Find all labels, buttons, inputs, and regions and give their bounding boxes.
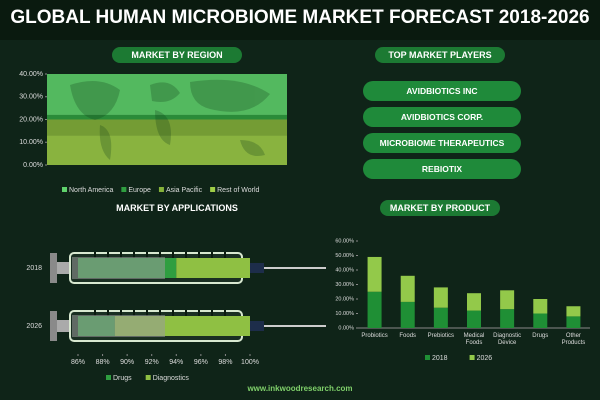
legend-swatch — [62, 187, 67, 192]
y-tick-label: 40.00% — [335, 267, 354, 273]
region-band — [47, 135, 287, 165]
x-tick-label: Other Products — [561, 333, 586, 346]
plunger-head — [72, 315, 165, 337]
legend-swatch — [106, 375, 111, 380]
x-tick-label: Diagnostic Device — [493, 333, 522, 346]
chart-title: MARKET BY APPLICATIONS — [116, 203, 238, 213]
category-label: 2018 — [26, 265, 42, 272]
plunger-rod — [57, 262, 72, 274]
map-decoration — [70, 79, 270, 160]
nozzle — [242, 321, 264, 331]
product-bar — [566, 316, 581, 328]
x-tick-label: Foods — [399, 333, 417, 339]
legend-swatch — [210, 187, 216, 192]
x-tick-label: Medical Foods — [463, 333, 485, 346]
y-tick-label: 0.00% — [23, 162, 43, 169]
region-band — [47, 114, 287, 120]
legend-label: Europe — [128, 187, 151, 194]
legend-label: 2018 — [432, 355, 448, 362]
legend-swatch — [121, 187, 127, 192]
legend-swatch — [469, 355, 475, 360]
players-title: TOP MARKET PLAYERS — [375, 47, 505, 63]
legend-label: North America — [69, 187, 113, 194]
x-tick-label: 94% — [169, 359, 183, 366]
product-bar — [566, 306, 581, 317]
product-bar — [433, 287, 448, 308]
product-bar — [533, 313, 548, 328]
y-tick-label: 40.00% — [19, 71, 43, 78]
y-tick-label: 30.00% — [335, 282, 354, 288]
y-tick-label: 10.00% — [19, 139, 43, 146]
nozzle — [242, 263, 264, 273]
legend-label: Asia Pacific — [166, 187, 203, 194]
y-tick-label: 60.00% — [335, 238, 354, 244]
player: REBIOTIX — [363, 159, 521, 179]
category-label: 2026 — [26, 323, 42, 330]
x-tick-label: Prebiotics — [427, 333, 455, 339]
x-tick-label: Drugs — [532, 333, 549, 339]
x-tick-label: 88% — [96, 359, 110, 366]
chart-title: MARKET BY PRODUCT — [380, 200, 500, 216]
product-bar — [367, 256, 382, 292]
legend-swatch — [425, 355, 430, 360]
x-tick-label: 92% — [145, 359, 159, 366]
legend-label: Drugs — [113, 375, 132, 382]
product-bar — [500, 290, 515, 310]
player: AVIDBIOTICS CORP. — [363, 107, 521, 127]
x-tick-label: 90% — [120, 359, 134, 366]
product-bar — [400, 275, 415, 302]
x-tick-label: Probiotics — [361, 333, 388, 339]
plunger-cap — [50, 253, 57, 283]
player: MICROBIOME THERAPEUTICS — [363, 133, 521, 153]
player: AVIDBIOTICS INC — [363, 81, 521, 101]
product-bar — [467, 310, 481, 328]
product-bar — [400, 301, 415, 328]
product-bar — [433, 307, 448, 328]
application-bar — [176, 258, 250, 278]
legend-label: Diagnostics — [153, 375, 190, 382]
y-tick-label: 0.00% — [338, 325, 354, 331]
y-tick-label: 20.00% — [335, 296, 354, 302]
product-bar — [500, 309, 515, 328]
product-bar — [533, 299, 548, 314]
y-tick-label: 50.00% — [335, 253, 354, 259]
legend-label: 2026 — [477, 355, 493, 362]
header: GLOBAL HUMAN MICROBIOME MARKET FORECAST … — [0, 0, 600, 40]
x-tick-label: 86% — [71, 359, 85, 366]
region-band — [47, 74, 287, 115]
x-tick-label: 100% — [241, 359, 259, 366]
x-tick-label: 98% — [218, 359, 232, 366]
y-tick-label: 30.00% — [19, 94, 43, 101]
product-bar — [467, 293, 481, 311]
footer-url: www.inkwoodresearch.com — [247, 384, 353, 393]
plunger-head — [72, 257, 165, 279]
product-bar — [367, 291, 382, 328]
region-band — [47, 119, 287, 136]
y-tick-label: 10.00% — [335, 311, 354, 317]
legend-label: Rest of World — [217, 187, 259, 194]
y-tick-label: 20.00% — [19, 116, 43, 123]
plunger-rod — [57, 320, 72, 332]
chart-title: MARKET BY REGION — [112, 47, 242, 63]
legend-swatch — [145, 375, 151, 380]
x-tick-label: 96% — [194, 359, 208, 366]
page-title: GLOBAL HUMAN MICROBIOME MARKET FORECAST … — [10, 7, 590, 28]
plunger-cap — [50, 311, 57, 341]
legend-swatch — [158, 187, 164, 192]
